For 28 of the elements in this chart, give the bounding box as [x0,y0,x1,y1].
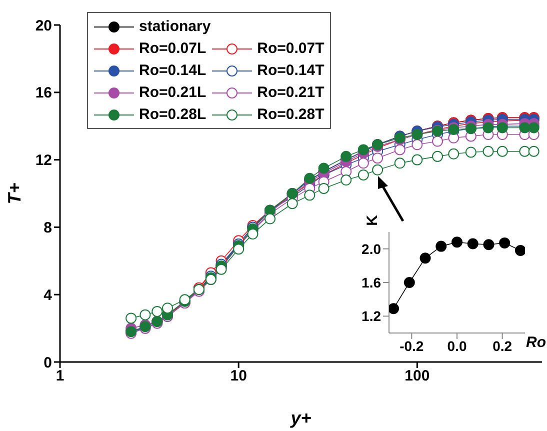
y-tick-label: 2.0 [362,240,382,257]
legend-label: Ro=0.14T [257,62,324,79]
x-axis-title: y+ [290,408,312,428]
y-tick-label: 1.6 [362,274,382,290]
x-axis-title: Ro [526,334,546,351]
x-tick-label: 0.2 [492,338,512,354]
y-tick-label: 0 [44,354,52,372]
legend-label: Ro=0.14L [139,62,206,79]
legend-label: Ro=0.07L [139,40,206,57]
y-tick-label: 8 [44,220,52,237]
x-tick-label: 100 [404,368,430,385]
y-axis-title: T+ [4,182,24,204]
y-tick-label: 16 [35,84,52,102]
legend-label: Ro=0.28T [257,106,324,123]
y-tick-label: 12 [35,152,52,170]
legend-label: stationary [139,18,211,35]
x-tick-label: 10 [230,368,247,385]
legend-label: Ro=0.21T [257,84,324,101]
y-axis-title: K [364,215,381,226]
legend-label: Ro=0.07T [257,40,324,57]
x-tick-label: 1 [56,368,64,385]
legend-label: Ro=0.28L [139,106,206,123]
x-tick-label: -0.2 [400,338,424,354]
x-tick-label: 0.0 [447,338,467,354]
legend-label: Ro=0.21L [139,84,206,101]
y-tick-label: 4 [44,286,53,304]
y-tick-label: 20 [35,17,52,34]
y-tick-label: 1.2 [362,308,382,324]
